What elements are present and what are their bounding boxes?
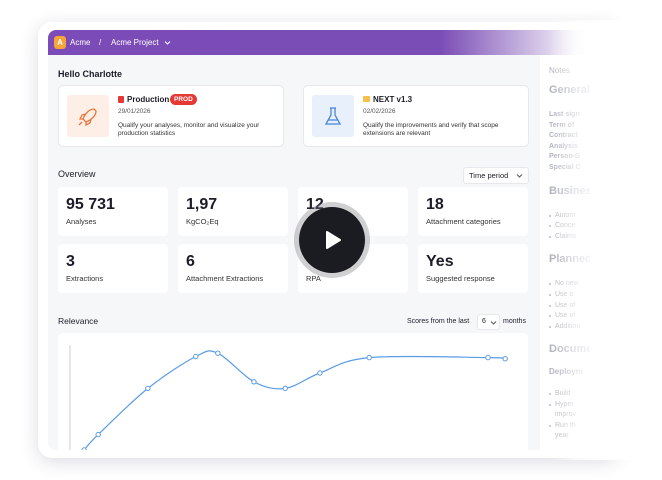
stat-label: RPA [306,274,321,283]
stat-label: Suggested response [426,274,495,283]
point [81,447,87,450]
separator: / [99,38,102,47]
stat-value: 95 731 [66,196,115,213]
stat-card[interactable]: Yes Suggested response [418,244,528,293]
fade-overlay [548,20,662,460]
period-select[interactable]: Time period [463,167,529,184]
env-name: NEXT v1.3 [373,95,413,104]
stat-card[interactable]: 1,97 KgCO₂Eq [178,187,288,236]
chevron [516,174,523,178]
stat-value: Yes [426,253,454,270]
point [95,431,101,438]
flask-icon [312,95,354,137]
point [282,385,288,392]
point [502,356,508,362]
environment-card[interactable]: NEXT v1.3 02/02/2026 Qualify the improve… [303,85,529,147]
select-value: 6 [482,318,486,325]
stat-value: 6 [186,253,195,270]
stat-card[interactable]: 18 Attachment categories [418,187,528,236]
stat-label: Attachment Extractions [186,274,264,283]
stat-value: 18 [426,196,444,213]
filter-suffix: months [503,318,526,325]
env-date: 29/01/2026 [118,108,151,115]
stat-card[interactable]: 95 731 Analyses [58,187,168,236]
env-description: Qualify your analyses, monitor and visua… [118,122,260,137]
env-icon [118,96,124,103]
point [485,354,491,361]
stat-label: Analyses [66,217,97,226]
stat-label: KgCO₂Eq [186,217,219,226]
stat-card[interactable]: 3 Extractions [58,244,168,293]
stat-card[interactable]: 6 Attachment Extractions [178,244,288,293]
org-badge: A [54,36,66,49]
chart-card [58,333,528,450]
point [366,354,372,361]
stat-label: Extractions [66,274,104,283]
filter-prefix: Scores from the last [407,318,470,325]
point [317,370,323,376]
point [251,379,257,385]
point [215,350,221,356]
point [193,353,199,360]
rocket-icon [67,95,109,137]
project-name[interactable]: Acme Project [111,38,159,47]
crown-icon [363,96,370,102]
stat-value: 12 [306,196,324,213]
point [145,385,151,392]
env-badge: PROD [170,94,197,105]
stat-value: 3 [66,253,75,270]
section-title: Overview [58,169,96,179]
greeting: Hello Charlotte [58,69,123,79]
section-title: Relevance [58,316,99,326]
stat-label: Attachment categories [426,217,501,226]
top-bar: A Acme / Acme Project [48,30,608,55]
env-description: Qualify the improvements and verify that… [363,122,499,137]
dashboard: Hello Charlotte Production PROD 29/01/20… [48,55,540,450]
line-chart [69,345,508,450]
relevance-line [83,350,506,450]
stat-value: 1,97 [186,196,218,213]
environment-card[interactable]: Production PROD 29/01/2026 Qualify your … [58,85,284,147]
play-button[interactable] [292,200,372,280]
env-date: 02/02/2026 [363,108,396,115]
select-label: Time period [469,171,509,180]
chevron [490,321,497,325]
chevron [164,41,171,45]
org-name[interactable]: Acme [70,38,91,47]
env-name: Production [127,95,170,104]
months-select[interactable]: 6 [477,314,500,330]
